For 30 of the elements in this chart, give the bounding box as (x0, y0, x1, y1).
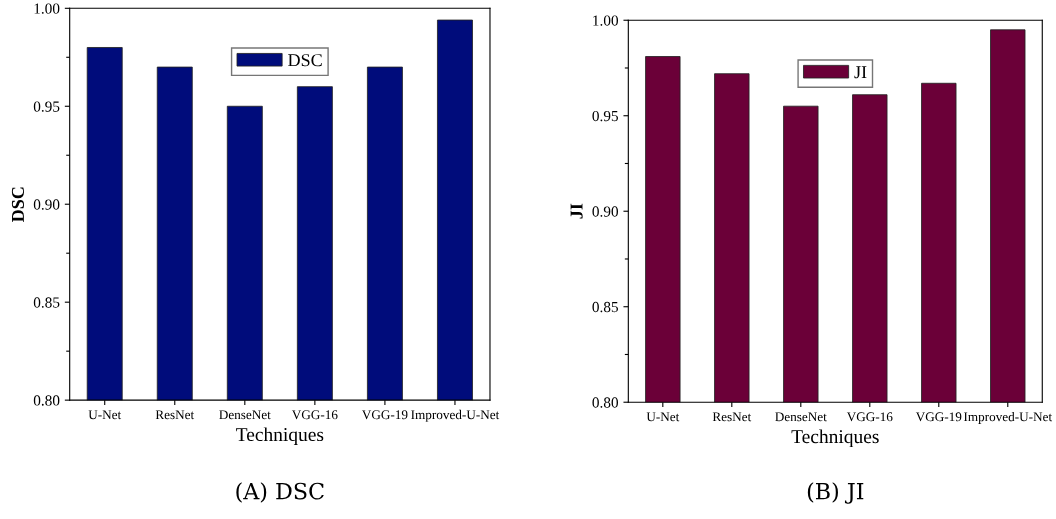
x-tick-label: VGG-19 (915, 412, 962, 422)
x-tick-label: DenseNet (775, 412, 827, 422)
x-tick-label: VGG-19 (361, 410, 408, 420)
x-axis-title: Techniques (236, 427, 324, 446)
text: (B) JI (807, 482, 864, 504)
y-axis-title: JI (570, 203, 583, 219)
y-tick-label: 0.95 (592, 110, 618, 122)
y-tick-label: 1.00 (34, 3, 60, 14)
y-tick-label: 0.85 (592, 301, 618, 313)
x-tick-label: Improved-U-Net (411, 409, 500, 422)
y-axis-title: DSC (11, 187, 25, 222)
y-tick-label: 0.85 (33, 297, 60, 308)
y-tick-label: 0.80 (33, 395, 60, 406)
y-tick-label: 1.00 (593, 15, 619, 26)
x-tick-label: ResNet (155, 410, 195, 420)
x-tick-label: DenseNet (219, 410, 271, 420)
x-tick-label: VGG-16 (846, 412, 893, 422)
x-tick-label: U-Net (646, 412, 680, 422)
x-axis-title: Techniques (791, 429, 879, 448)
y-tick-label: 0.95 (33, 101, 60, 112)
y-tick-label: 0.90 (592, 206, 619, 217)
legend-label: JI (854, 66, 867, 79)
y-tick-label: 0.90 (33, 199, 60, 210)
x-tick-label: VGG-16 (291, 410, 338, 420)
x-tick-label: U-Net (88, 410, 122, 420)
y-tick-label: 0.80 (592, 397, 619, 408)
legend-label: DSC (288, 54, 322, 67)
text: (A) DSC (236, 482, 324, 503)
x-tick-label: ResNet (712, 412, 752, 422)
x-tick-label: Improved-U-Net (963, 411, 1053, 424)
